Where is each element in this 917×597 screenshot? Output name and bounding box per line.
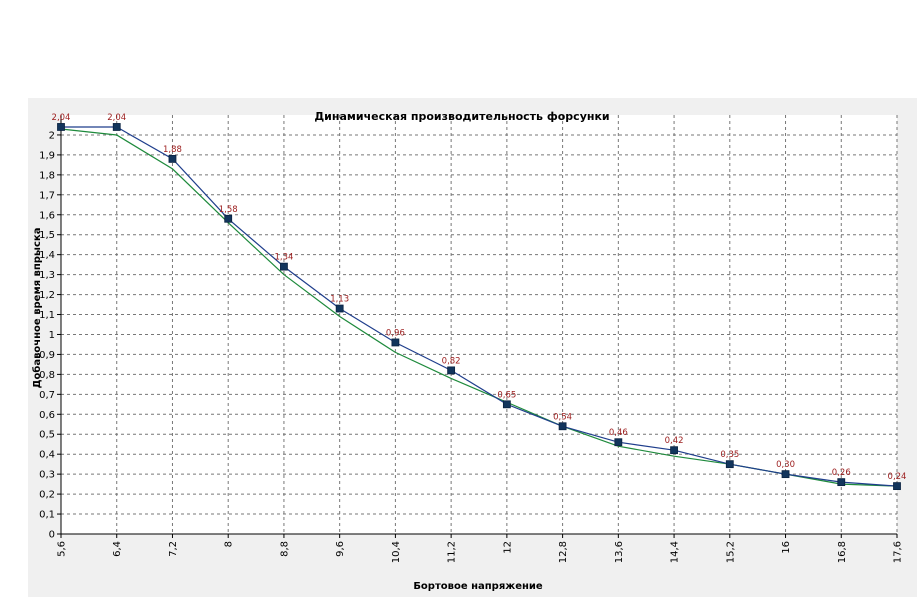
data-point-marker — [335, 304, 344, 313]
x-tick-label: 8 — [224, 541, 235, 547]
y-tick-label: 0,1 — [39, 510, 55, 521]
data-point-marker — [447, 366, 456, 375]
data-label: 1,88 — [163, 145, 182, 155]
data-point-marker — [893, 482, 901, 491]
data-label: 0,42 — [665, 436, 684, 446]
data-point-marker — [280, 262, 288, 271]
data-point-marker — [837, 478, 846, 487]
x-tick-label: 17,6 — [893, 541, 904, 563]
data-point-marker — [168, 154, 177, 163]
chart-panel: 0 0,1 0,2 0,3 0,4 0,5 0,6 0,7 0,8 0,9 1 1,1 1,2 1,3 1,… — [28, 98, 917, 597]
data-point-marker — [725, 460, 734, 469]
x-tick-label: 6,4 — [112, 541, 123, 557]
x-axis-title: Бортовое напряжение — [413, 581, 543, 592]
x-tick-label: 11,2 — [447, 541, 458, 563]
y-tick-label: 0,9 — [39, 350, 55, 361]
y-tick-label: 1,3 — [39, 270, 55, 281]
y-tick-label: 1,1 — [39, 310, 55, 321]
x-tick-label: 12 — [502, 541, 513, 554]
y-axis-title: Добавочное время впрыска — [31, 228, 43, 389]
chart-title: Динамическая производительность форсунки — [314, 110, 609, 123]
axes: 0 0,1 0,2 0,3 0,4 0,5 0,6 0,7 0,8 0,9 1 1,1 1,2 1,3 1,… — [39, 115, 904, 563]
y-tick-label: 1,5 — [39, 230, 55, 241]
y-tick-label: 0 — [49, 530, 55, 541]
y-tick-label: 0,5 — [39, 430, 55, 441]
x-tick-label: 7,2 — [168, 541, 179, 557]
y-tick-label: 1,6 — [39, 210, 55, 221]
y-tick-label: 1,8 — [39, 170, 55, 181]
data-point-marker — [558, 422, 567, 431]
data-label: 0,54 — [553, 412, 572, 422]
y-tick-label: 0,7 — [39, 390, 55, 401]
data-point-marker — [224, 214, 233, 223]
data-label: 0,30 — [776, 460, 795, 470]
data-point-marker — [57, 123, 65, 131]
data-point-marker — [112, 123, 121, 131]
data-label: 1,13 — [330, 295, 349, 305]
x-tick-label: 16 — [781, 541, 792, 554]
data-label: 0,26 — [832, 468, 851, 478]
data-label: 1,58 — [219, 205, 238, 215]
x-tick-label: 14,4 — [670, 541, 681, 563]
y-tick-label: 1 — [49, 330, 55, 341]
x-tick-label: 10,4 — [391, 541, 402, 563]
y-tick-label: 0,3 — [39, 470, 55, 481]
series-layer — [57, 123, 901, 491]
data-label: 0,24 — [888, 472, 907, 482]
y-tick-label: 2 — [49, 130, 55, 141]
x-tick-label: 12,8 — [558, 541, 569, 563]
y-tick-label: 1,9 — [39, 150, 55, 161]
data-point-marker — [670, 446, 678, 455]
chart: 0 0,1 0,2 0,3 0,4 0,5 0,6 0,7 0,8 0,9 1 1,1 1,2 1,3 1,… — [31, 110, 907, 592]
data-point-marker — [391, 338, 400, 347]
y-tick-label: 0,4 — [39, 450, 55, 461]
data-point-marker — [781, 470, 790, 479]
y-tick-label: 0,8 — [39, 370, 55, 381]
x-tick-label: 8,8 — [279, 541, 290, 557]
x-tick-label: 5,6 — [57, 541, 68, 557]
x-tick-label: 15,2 — [725, 541, 736, 563]
x-tick-label: 13,6 — [614, 541, 625, 563]
data-label: 0,96 — [386, 328, 405, 338]
data-label: 0,82 — [442, 356, 461, 366]
y-tick-label: 1,7 — [39, 190, 55, 201]
x-tick-label: 16,8 — [837, 541, 848, 563]
data-label: 0,46 — [609, 428, 628, 438]
plot-area — [61, 115, 897, 534]
data-point-marker — [614, 438, 623, 447]
data-label: 1,34 — [274, 253, 293, 263]
data-label: 0,65 — [497, 390, 516, 400]
y-tick-label: 1,2 — [39, 290, 55, 301]
x-tick-label: 9,6 — [335, 541, 346, 557]
data-label: 0,35 — [720, 450, 739, 460]
data-point-marker — [502, 400, 511, 409]
data-labels: 2,04 2,04 1,88 1,58 1,34 1,13 0,96 0,82 0,65 0,54… — [52, 113, 907, 482]
series-line-1 — [61, 126, 898, 487]
y-tick-label: 1,4 — [39, 250, 55, 261]
y-tick-label: 0,6 — [39, 410, 55, 421]
grid — [61, 115, 898, 534]
data-label: 2,04 — [52, 113, 71, 123]
data-label: 2,04 — [107, 113, 126, 123]
y-tick-label: 0,2 — [39, 490, 55, 501]
